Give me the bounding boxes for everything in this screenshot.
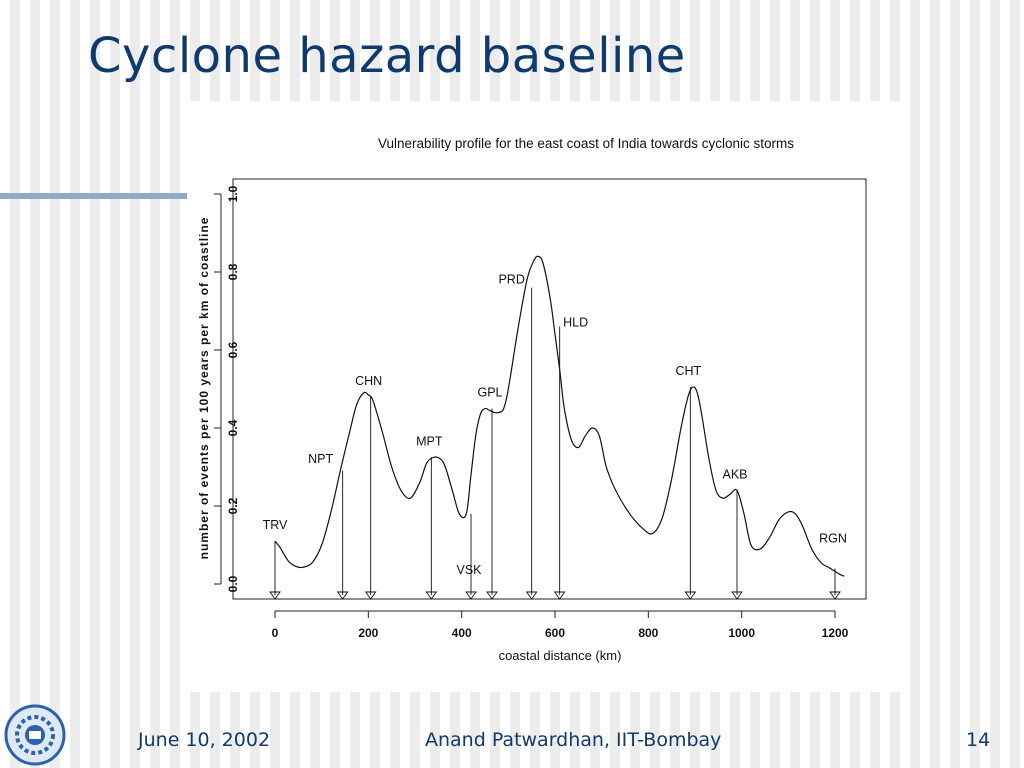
location-marker-trv [269,591,281,600]
y-tick-label: 1.0 [226,185,240,202]
plot-frame [232,178,867,600]
chart-title: Vulnerability profile for the east coast… [378,136,794,151]
footer-page-number: 14 [966,729,991,751]
ticks-group: 0 200 400 600 800 1000 1200 0.0 0.2 0.4 0.6 0.8 1.0 [214,185,849,640]
annotation-label-akb: AKB [722,467,747,481]
location-marker-akb [731,591,743,600]
chart-svg: Vulnerability profile for the east coast… [197,136,867,663]
location-marker-prd [525,591,538,600]
footer-date: June 10, 2002 [138,729,271,751]
title-rule [0,193,188,199]
x-tick-label: 0 [272,626,279,640]
annotation-label-rgn: RGN [819,531,847,545]
annotation-label-chn: CHN [355,374,382,388]
slide-title: Cyclone hazard baseline [88,28,686,84]
vulnerability-curve [274,255,845,577]
y-tick-label: 0.6 [226,341,240,358]
annotation-label-gpl: GPL [477,386,502,400]
x-tick-label: 600 [545,626,565,640]
location-marker-hld [553,591,566,600]
annotation-label-hld: HLD [563,316,588,330]
annotation-label-vsk: VSK [456,563,482,577]
y-tick-label: 0.4 [226,419,240,436]
x-tick-label: 1000 [728,626,755,640]
location-marker-npt [336,591,349,600]
location-marker-rgn [829,591,841,600]
chart-panel: Vulnerability profile for the east coast… [187,101,905,692]
annotation-label-npt: NPT [308,452,333,466]
location-marker-mpt [425,591,438,600]
droplines-group [269,287,841,600]
annotation-label-trv: TRV [263,518,288,532]
annotation-label-cht: CHT [675,364,701,378]
location-marker-gpl [486,591,498,600]
location-marker-chn [364,591,377,600]
x-tick-label: 400 [452,626,472,640]
y-tick-label: 0.2 [226,497,240,514]
y-tick-label: 0.0 [226,575,240,592]
x-tick-label: 200 [358,626,378,640]
annotation-labels-group: TRV NPT CHN MPT VSK GPL PRD HLD CHT AKB RGN [263,273,847,577]
x-axis-label: coastal distance (km) [499,648,622,663]
y-tick-label: 0.8 [226,263,240,280]
x-tick-label: 1200 [822,626,849,640]
location-marker-vsk [465,591,477,600]
x-tick-label: 800 [638,626,658,640]
annotation-label-mpt: MPT [416,434,443,448]
iit-bombay-logo-icon [4,704,66,766]
y-axis-label: number of events per 100 years per km of… [197,217,211,560]
annotation-label-prd: PRD [498,273,524,287]
location-marker-cht [684,591,697,600]
footer-author: Anand Patwardhan, IIT-Bombay [425,729,722,751]
